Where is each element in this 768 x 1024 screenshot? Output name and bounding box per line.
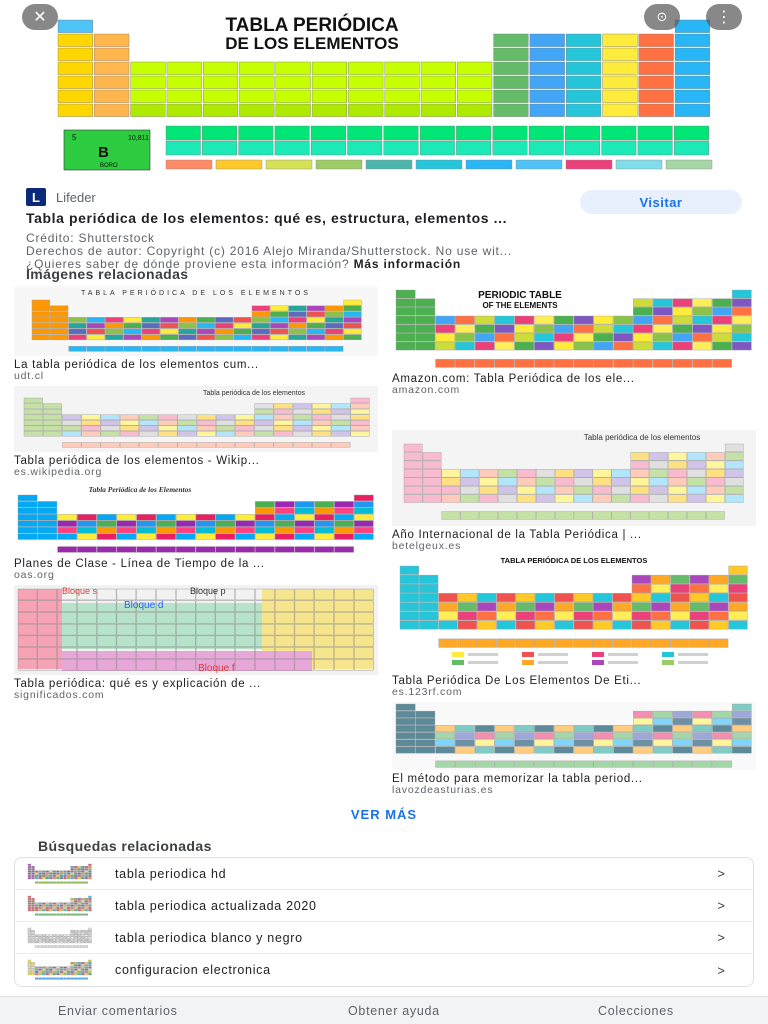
related-image-site: lavozdeasturias.es xyxy=(392,784,494,796)
see-more-button[interactable]: VER MÁS xyxy=(350,807,418,822)
related-image-caption: Tabla Periódica De Los Elementos De Eti.… xyxy=(392,675,642,687)
related-image-card[interactable]: Tabla Periódica de los Elementos Planes … xyxy=(14,483,378,581)
related-image-card[interactable]: Bloque s Bloque p Bloque d Bloque f Tabl… xyxy=(14,585,378,701)
thumb-title: PERIODIC TABLE xyxy=(478,290,562,301)
related-image-thumb[interactable]: Tabla periódica de los elementos xyxy=(14,386,378,452)
thumb-title: Tabla Periódica de los Elementos xyxy=(89,485,192,494)
related-image-site: significados.com xyxy=(14,689,105,701)
related-image-site: betelgeux.es xyxy=(392,540,462,552)
related-image-caption: Tabla periódica: qué es y explicación de… xyxy=(14,678,261,690)
more-vert-icon: ⋮ xyxy=(716,9,732,26)
related-search-item[interactable]: tabla periodica blanco y negro > xyxy=(15,922,753,954)
related-image-thumb[interactable]: Bloque s Bloque p Bloque d Bloque f xyxy=(14,585,378,675)
related-search-label: configuracion electronica xyxy=(115,963,271,977)
thumb-block-p: Bloque p xyxy=(190,586,226,596)
related-searches-title: Búsquedas relacionadas xyxy=(38,838,212,854)
related-image-thumb[interactable]: PERIODIC TABLE OF THE ELEMENTS xyxy=(392,286,756,370)
more-info-link[interactable]: Más información xyxy=(353,258,461,271)
chevron-right-icon: > xyxy=(717,866,725,881)
footer-bar: Enviar comentarios Obtener ayuda Colecci… xyxy=(0,996,768,1024)
close-icon: ✕ xyxy=(33,9,47,26)
related-image-site: es.wikipedia.org xyxy=(14,466,103,478)
chevron-right-icon: > xyxy=(717,930,725,945)
more-button[interactable]: ⋮ xyxy=(706,4,742,30)
chevron-right-icon: > xyxy=(717,962,725,978)
related-image-card[interactable]: El método para memorizar la tabla period… xyxy=(392,702,756,796)
copyright-text: Derechos de autor: Copyright (c) 2016 Al… xyxy=(26,245,513,258)
question-text: ¿Quieres saber de dónde proviene esta in… xyxy=(26,258,350,271)
related-image-card[interactable]: PERIODIC TABLE OF THE ELEMENTS Amazon.co… xyxy=(392,286,756,396)
thumb-title: Tabla periódica de los elementos xyxy=(203,390,305,397)
related-image-site: oas.org xyxy=(14,569,55,581)
related-image-thumb[interactable]: TABLA PERIÓDICA DE LOS ELEMENTOS xyxy=(392,554,756,672)
related-image-thumb[interactable]: TABLA PERIÓDICA DE LOS ELEMENTOS xyxy=(14,286,378,356)
related-image-caption: Planes de Clase - Línea de Tiempo de la … xyxy=(14,558,265,570)
thumb-block-f: Bloque f xyxy=(198,663,235,674)
related-image-thumb[interactable] xyxy=(392,702,756,770)
visit-button[interactable]: Visitar xyxy=(580,190,742,214)
related-search-label: tabla periodica blanco y negro xyxy=(115,930,303,945)
related-search-thumb xyxy=(27,863,92,884)
collections-link[interactable]: Colecciones xyxy=(598,1004,674,1018)
related-image-caption: Año Internacional de la Tabla Periódica … xyxy=(392,529,642,541)
related-image-caption: Tabla periódica de los elementos - Wikip… xyxy=(14,455,260,467)
image-preview[interactable]: TABLA PERIÓDICA DE LOS ELEMENTOS 5 10,81… xyxy=(0,0,768,184)
legend-number: 5 xyxy=(72,133,77,142)
source-info: L Lifeder Tabla periódica de los element… xyxy=(26,188,746,271)
related-image-site: es.123rf.com xyxy=(392,686,463,698)
source-name[interactable]: Lifeder xyxy=(56,189,96,205)
related-search-item[interactable]: tabla periodica hd > xyxy=(15,858,753,890)
thumb-subtitle: OF THE ELEMENTS xyxy=(482,301,558,310)
related-search-thumb xyxy=(27,895,92,916)
legend-name: BORO xyxy=(100,163,118,169)
thumb-title: TABLA PERIÓDICA DE LOS ELEMENTOS xyxy=(81,288,311,297)
related-image-card[interactable]: Tabla periódica de los elementos Tabla p… xyxy=(14,386,378,478)
chevron-right-icon: > xyxy=(717,898,725,913)
result-title[interactable]: Tabla periódica de los elementos: qué es… xyxy=(26,210,508,226)
thumb-title: Tabla periódica de los elementos xyxy=(584,433,701,442)
credit-text: Crédito: Shutterstock xyxy=(26,232,155,245)
related-image-thumb[interactable]: Tabla periódica de los elementos xyxy=(392,430,756,526)
related-search-item[interactable]: configuracion electronica > xyxy=(15,954,753,986)
related-image-card[interactable]: Tabla periódica de los elementos Año Int… xyxy=(392,430,756,552)
lens-button[interactable]: ⊙ xyxy=(644,4,680,30)
hero-title-line1: TABLA PERIÓDICA xyxy=(225,14,398,36)
related-image-caption: La tabla periódica de los elementos cum.… xyxy=(14,359,259,371)
related-search-label: tabla periodica hd xyxy=(115,866,227,881)
help-link[interactable]: Obtener ayuda xyxy=(348,1004,440,1018)
related-search-thumb xyxy=(27,959,92,980)
google-lens-icon: ⊙ xyxy=(656,9,668,24)
related-image-caption: Amazon.com: Tabla Periódica de los ele..… xyxy=(392,373,635,385)
related-image-card[interactable]: TABLA PERIÓDICA DE LOS ELEMENTOS Tabla P… xyxy=(392,554,756,698)
related-image-thumb[interactable]: Tabla Periódica de los Elementos xyxy=(14,483,378,555)
related-search-label: tabla periodica actualizada 2020 xyxy=(115,898,317,913)
related-images-title: Imágenes relacionadas xyxy=(26,266,189,282)
legend-mass: 10,811 xyxy=(128,135,149,142)
source-question: ¿Quieres saber de dónde proviene esta in… xyxy=(26,258,746,271)
related-image-caption: El método para memorizar la tabla period… xyxy=(392,773,643,785)
hero-title-line2: DE LOS ELEMENTOS xyxy=(225,34,399,53)
thumb-block-s: Bloque s xyxy=(62,586,98,596)
related-image-site: udt.cl xyxy=(14,370,44,382)
related-search-item[interactable]: tabla periodica actualizada 2020 > xyxy=(15,890,753,922)
feedback-link[interactable]: Enviar comentarios xyxy=(58,1004,178,1018)
close-button[interactable]: ✕ xyxy=(22,4,58,30)
source-logo-icon: L xyxy=(26,188,46,206)
related-search-thumb xyxy=(27,927,92,948)
thumb-title: TABLA PERIÓDICA DE LOS ELEMENTOS xyxy=(501,556,648,565)
thumb-block-d: Bloque d xyxy=(124,600,163,611)
legend-symbol: B xyxy=(98,144,109,161)
related-searches-list: tabla periodica hd > tabla periodica act… xyxy=(14,857,754,987)
related-image-site: amazon.com xyxy=(392,384,461,396)
periodic-table-image[interactable]: TABLA PERIÓDICA DE LOS ELEMENTOS 5 10,81… xyxy=(0,0,768,184)
related-image-card[interactable]: TABLA PERIÓDICA DE LOS ELEMENTOS La tabl… xyxy=(14,286,378,382)
